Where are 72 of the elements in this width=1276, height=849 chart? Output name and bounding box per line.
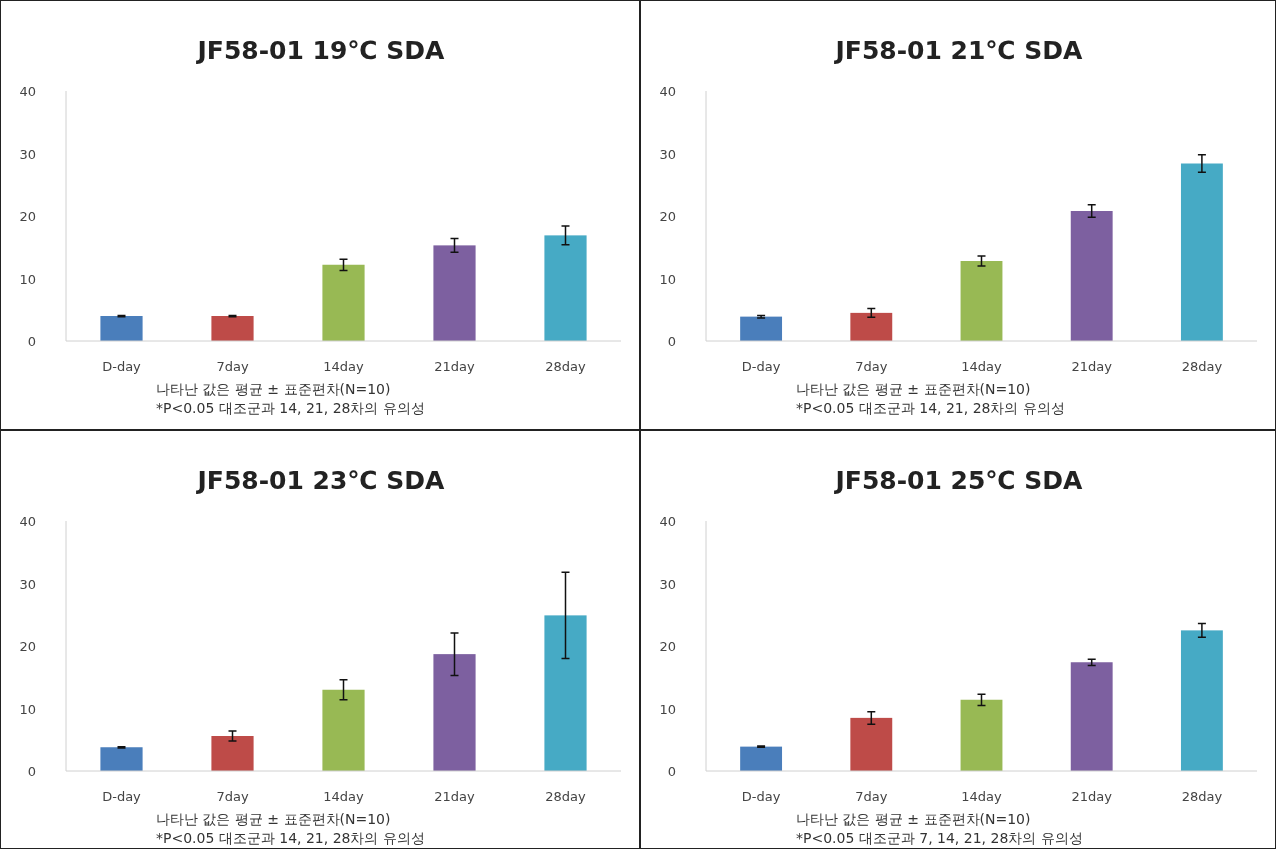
x-tick-label: 21day xyxy=(1071,359,1113,374)
y-tick-label: 0 xyxy=(667,764,676,779)
bar xyxy=(322,264,365,341)
chart-title: JF58-01 23℃ SDA xyxy=(195,466,446,495)
x-tick-label: 21day xyxy=(434,359,476,374)
bar xyxy=(544,235,587,341)
y-tick-label: 10 xyxy=(19,271,36,287)
y-tick-label: 40 xyxy=(659,514,676,529)
y-tick-label: 20 xyxy=(19,209,36,224)
y-tick-label: 0 xyxy=(27,764,36,779)
text: 나타난 값은 평균 ± 표준편차(N=10) xyxy=(156,811,391,827)
text: *P<0.05 대조군과 14, 21, 28차의 유의성 xyxy=(156,400,425,416)
bar xyxy=(850,717,893,771)
y-tick-label: 40 xyxy=(19,514,36,529)
y-tick-label: 40 xyxy=(659,84,676,99)
x-tick-label: 28day xyxy=(1181,789,1223,804)
chart-title: JF58-01 21℃ SDA xyxy=(833,36,1084,65)
x-tick-label: 7day xyxy=(216,359,249,374)
y-tick-label: 10 xyxy=(659,701,676,717)
x-tick-label: 21day xyxy=(1071,789,1113,804)
x-tick-label: 7day xyxy=(855,359,888,374)
x-tick-label: 21day xyxy=(434,789,476,804)
chart-title: JF58-01 19℃ SDA xyxy=(195,36,446,65)
text: *P<0.05 대조군과 14, 21, 28차의 유의성 xyxy=(156,830,425,846)
bar xyxy=(100,747,143,771)
text: *P<0.05 대조군과 7, 14, 21, 28차의 유의성 xyxy=(796,830,1083,846)
bar xyxy=(960,699,1003,771)
text: 나타난 값은 평균 ± 표준편차(N=10) xyxy=(796,811,1031,827)
y-tick-label: 20 xyxy=(659,639,676,654)
text: *P<0.05 대조군과 14, 21, 28차의 유의성 xyxy=(796,400,1065,416)
x-tick-label: D-day xyxy=(741,789,781,804)
bar xyxy=(322,689,365,771)
y-tick-label: 0 xyxy=(667,334,676,349)
text: 나타난 값은 평균 ± 표준편차(N=10) xyxy=(796,381,1031,397)
y-tick-label: 20 xyxy=(659,209,676,224)
bar xyxy=(850,312,893,341)
bar xyxy=(1070,662,1113,771)
text: 나타난 값은 평균 ± 표준편차(N=10) xyxy=(156,381,391,397)
x-tick-label: 28day xyxy=(545,789,587,804)
x-tick-label: 7day xyxy=(216,789,249,804)
x-tick-label: 28day xyxy=(1181,359,1223,374)
chart-title: JF58-01 25℃ SDA xyxy=(833,466,1084,495)
y-tick-label: 10 xyxy=(19,701,36,717)
bar xyxy=(960,261,1003,341)
x-tick-label: 14day xyxy=(323,359,365,374)
bar xyxy=(1180,163,1223,341)
y-tick-label: 30 xyxy=(19,146,36,162)
x-tick-label: 14day xyxy=(961,789,1003,804)
y-tick-label: 40 xyxy=(19,84,36,99)
y-tick-label: 10 xyxy=(659,271,676,287)
x-tick-label: 14day xyxy=(961,359,1003,374)
y-tick-label: 20 xyxy=(19,639,36,654)
x-tick-label: 7day xyxy=(855,789,888,804)
y-tick-label: 30 xyxy=(19,576,36,592)
y-tick-label: 30 xyxy=(659,576,676,592)
x-tick-label: D-day xyxy=(102,359,142,374)
bar xyxy=(1180,630,1223,771)
bar xyxy=(211,316,254,341)
y-tick-label: 0 xyxy=(27,334,36,349)
x-tick-label: D-day xyxy=(741,359,781,374)
bar xyxy=(433,654,476,771)
bar xyxy=(740,316,783,341)
bar xyxy=(100,316,143,341)
bar xyxy=(433,245,476,341)
bar xyxy=(1070,211,1113,341)
x-tick-label: 14day xyxy=(323,789,365,804)
bar xyxy=(211,736,254,771)
y-tick-label: 30 xyxy=(659,146,676,162)
x-tick-label: D-day xyxy=(102,789,142,804)
x-tick-label: 28day xyxy=(545,359,587,374)
bar xyxy=(740,746,783,771)
bar xyxy=(544,615,587,771)
